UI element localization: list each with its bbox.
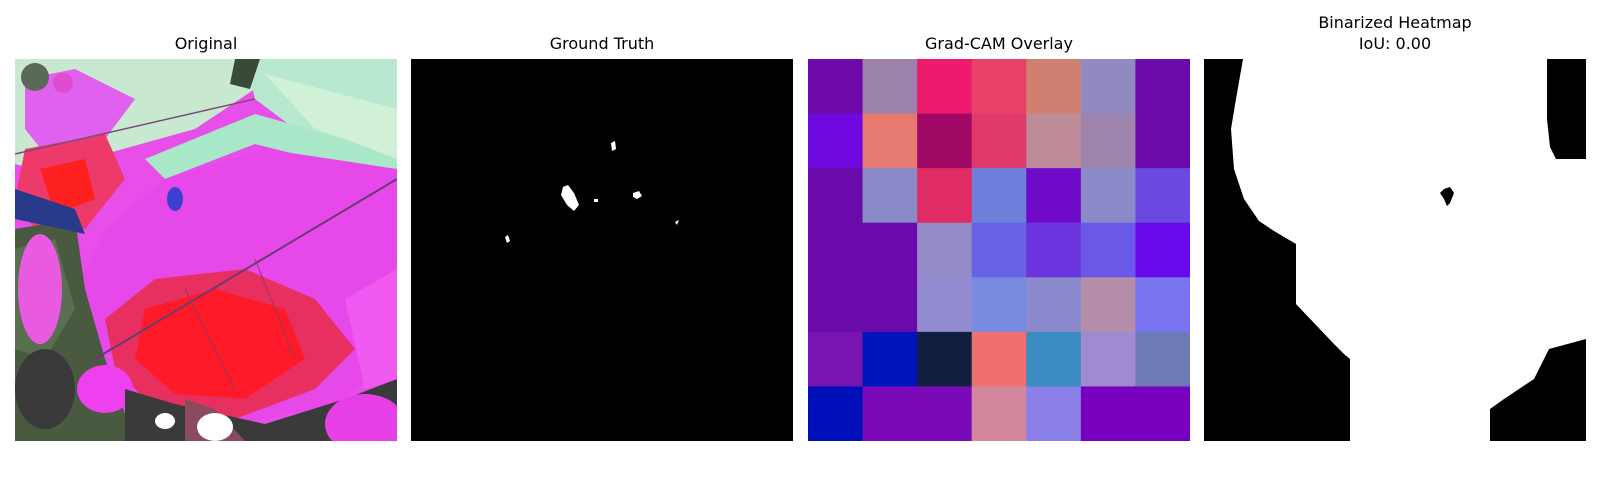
- original-panel: Original: [15, 0, 397, 442]
- gradcam-cell: [862, 277, 918, 333]
- gradcam-cell: [971, 277, 1027, 333]
- gradcam-cell: [1080, 331, 1137, 388]
- gradcam-cell: [971, 59, 1027, 115]
- gradcam-cell: [971, 113, 1027, 169]
- gradcam-cell: [808, 168, 864, 224]
- gradcam-cell: [917, 168, 973, 224]
- gradcam-cell: [808, 277, 864, 333]
- gradcam-overlay-image: [808, 59, 1190, 441]
- gradcam-cell: [971, 386, 1027, 441]
- gradcam-cell: [1080, 168, 1137, 224]
- ground-truth-title: Ground Truth: [549, 34, 655, 53]
- gradcam-cell: [808, 222, 864, 278]
- gradcam-cell: [971, 331, 1027, 388]
- gradcam-cell: [1080, 59, 1137, 115]
- original-leaf-image: [15, 59, 397, 441]
- ground-truth-panel: Ground Truth: [411, 0, 793, 442]
- binarized-heatmap-panel: Binarized Heatmap IoU: 0.00: [1204, 0, 1586, 442]
- gradcam-cell: [1135, 113, 1190, 169]
- gradcam-cell: [1135, 331, 1190, 388]
- gradcam-cell: [862, 331, 918, 388]
- gradcam-cell: [917, 113, 973, 169]
- gradcam-cell: [1135, 277, 1190, 333]
- gradcam-cell: [1026, 331, 1082, 388]
- gradcam-cell: [917, 386, 973, 441]
- gradcam-cell: [1026, 113, 1082, 169]
- gradcam-overlay-panel: Grad-CAM Overlay: [808, 0, 1190, 442]
- gradcam-cell: [917, 222, 973, 278]
- gradcam-cell: [1026, 59, 1082, 115]
- ground-truth-mask: [411, 59, 793, 441]
- gradcam-cell: [1080, 113, 1137, 169]
- gradcam-cell: [808, 331, 864, 388]
- gradcam-cell: [1135, 386, 1190, 441]
- gradcam-cell: [1080, 277, 1137, 333]
- gradcam-cell: [1026, 277, 1082, 333]
- gradcam-cell: [862, 59, 918, 115]
- gradcam-cell: [1080, 386, 1137, 441]
- binarized-heatmap-title: Binarized Heatmap: [1318, 13, 1472, 32]
- gradcam-cell: [917, 59, 973, 115]
- gradcam-overlay-title: Grad-CAM Overlay: [925, 34, 1073, 53]
- gradcam-cell: [971, 168, 1027, 224]
- original-title: Original: [174, 34, 238, 53]
- gradcam-cell: [862, 386, 918, 441]
- gradcam-cell: [862, 222, 918, 278]
- gradcam-cell: [917, 277, 973, 333]
- gradcam-cell: [917, 331, 973, 388]
- gradcam-cell: [1026, 222, 1082, 278]
- gradcam-cell: [862, 168, 918, 224]
- gradcam-cell: [1026, 168, 1082, 224]
- gradcam-cell: [862, 113, 918, 169]
- binarized-heatmap-image: [1204, 59, 1586, 441]
- gradcam-cell: [1135, 59, 1190, 115]
- gradcam-cell: [1026, 386, 1082, 441]
- gradcam-cell: [1135, 168, 1190, 224]
- gradcam-cell: [808, 59, 864, 115]
- gradcam-cell: [808, 386, 864, 441]
- gradcam-cell: [808, 113, 864, 169]
- gradcam-cell: [1135, 222, 1190, 278]
- iou-score: IoU: 0.00: [1358, 34, 1432, 53]
- gradcam-cell: [1080, 222, 1137, 278]
- gradcam-cell: [971, 222, 1027, 278]
